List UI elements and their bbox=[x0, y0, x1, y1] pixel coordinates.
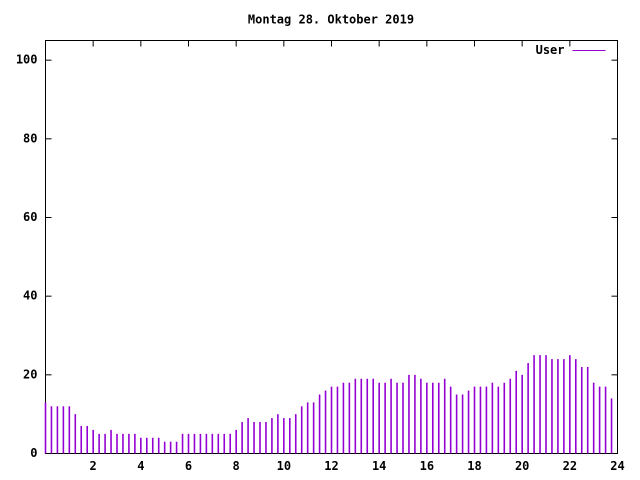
x-tick-label: 14 bbox=[372, 459, 386, 473]
y-tick-label: 80 bbox=[23, 131, 37, 145]
x-tick-label: 12 bbox=[324, 459, 338, 473]
y-tick-label: 40 bbox=[23, 289, 37, 303]
x-tick-label: 22 bbox=[563, 459, 577, 473]
y-tick-label: 60 bbox=[23, 210, 37, 224]
y-tick-label: 20 bbox=[23, 367, 37, 381]
x-tick-label: 18 bbox=[467, 459, 481, 473]
x-tick-label: 2 bbox=[90, 459, 97, 473]
x-tick-label: 6 bbox=[185, 459, 192, 473]
chart-title: Montag 28. Oktober 2019 bbox=[248, 13, 414, 27]
x-tick-label: 4 bbox=[137, 459, 144, 473]
x-tick-label: 16 bbox=[420, 459, 434, 473]
x-tick-label: 10 bbox=[277, 459, 291, 473]
legend-label: User bbox=[536, 43, 565, 57]
y-tick-label: 0 bbox=[30, 446, 37, 460]
y-tick-label: 100 bbox=[16, 53, 38, 67]
x-tick-label: 20 bbox=[515, 459, 529, 473]
x-tick-label: 8 bbox=[233, 459, 240, 473]
x-tick-label: 24 bbox=[610, 459, 624, 473]
